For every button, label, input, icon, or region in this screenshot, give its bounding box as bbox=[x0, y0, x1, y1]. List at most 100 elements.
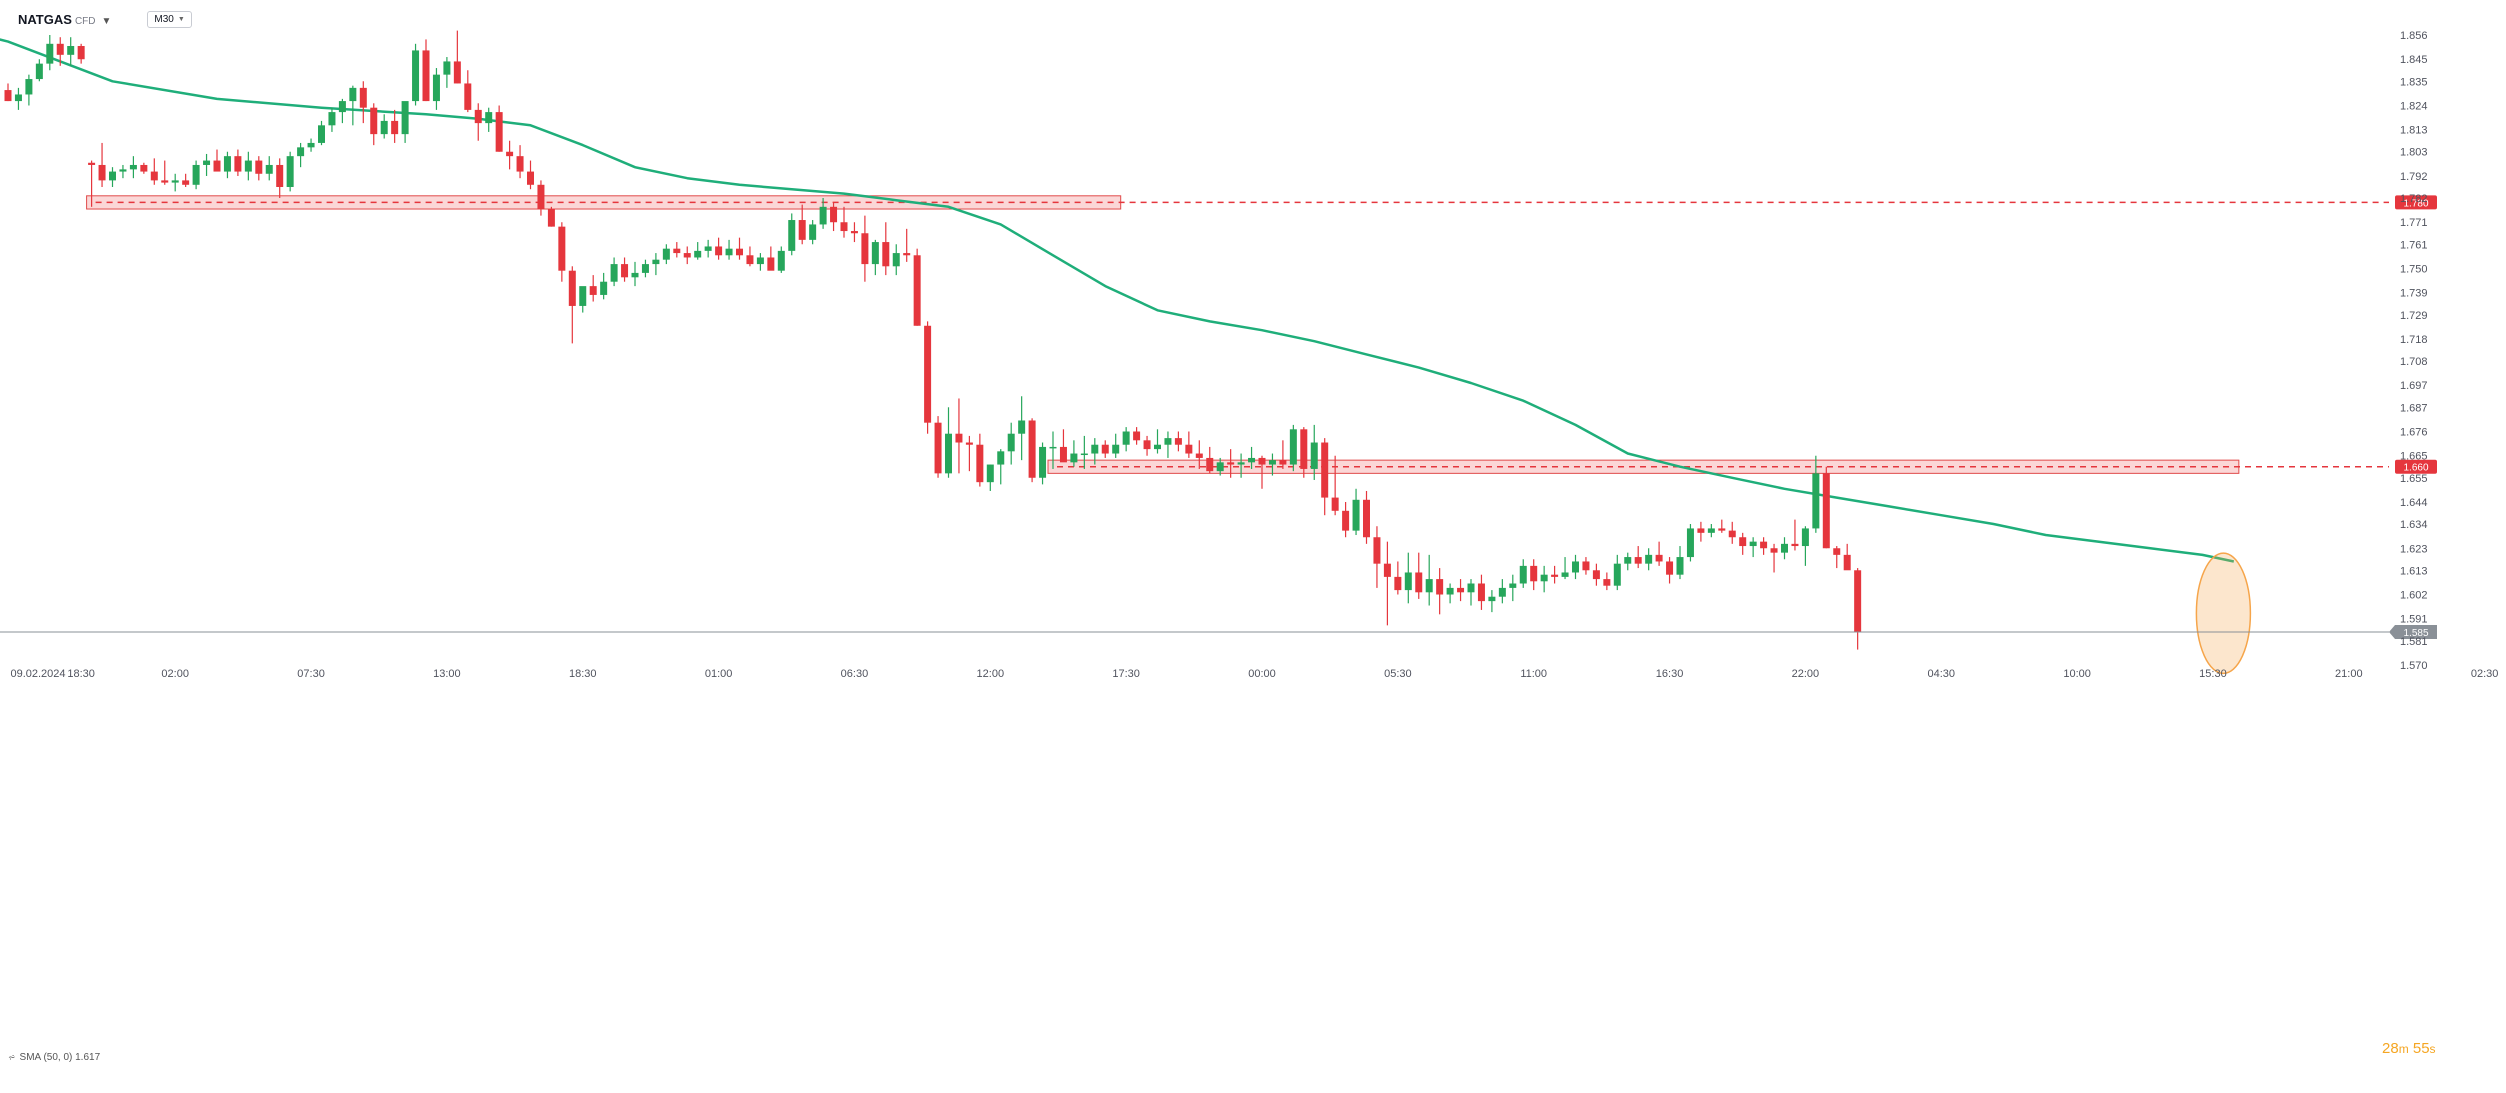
candle bbox=[997, 449, 1005, 485]
candle bbox=[746, 246, 754, 267]
candle-body bbox=[1509, 583, 1517, 588]
candle-body bbox=[610, 264, 618, 282]
x-tick-label: 09.02.2024 bbox=[10, 668, 65, 680]
candle bbox=[1551, 565, 1559, 584]
candle-body bbox=[641, 264, 649, 273]
candle bbox=[25, 74, 33, 106]
candle-body bbox=[307, 142, 315, 148]
y-tick-label: 1.687 bbox=[2400, 402, 2428, 414]
y-tick-label: 1.750 bbox=[2400, 263, 2428, 275]
candle bbox=[77, 43, 85, 64]
indicator-legend[interactable]: ⩫ SMA (50, 0) 1.617 bbox=[8, 1052, 100, 1063]
x-tick-label: 21:00 bbox=[2335, 668, 2363, 680]
candle bbox=[1185, 431, 1193, 458]
candle-body bbox=[380, 120, 388, 135]
symbol-selector[interactable]: NATGAS CFD ▼ bbox=[18, 12, 111, 27]
bar-countdown: 28m 55s bbox=[2382, 1040, 2436, 1057]
candle-body bbox=[850, 231, 858, 234]
candle-body bbox=[276, 164, 284, 187]
y-tick-label: 1.591 bbox=[2400, 614, 2428, 626]
candle-body bbox=[746, 255, 754, 265]
candle bbox=[474, 103, 482, 141]
candle-body bbox=[1781, 543, 1788, 553]
candle-body bbox=[830, 206, 838, 223]
y-tick-label: 1.835 bbox=[2400, 76, 2428, 88]
candles-layer bbox=[4, 30, 1862, 650]
candle-body bbox=[913, 255, 921, 326]
chart-toolbar: NATGAS CFD ▼ M30 ▼ bbox=[18, 8, 192, 30]
candle-body bbox=[1185, 444, 1193, 454]
time-axis: 09.02.2024 18:30 02:00 07:30 13:00 18:30 01:00… bbox=[10, 668, 2498, 680]
candle bbox=[1739, 532, 1747, 555]
candle-body bbox=[495, 112, 503, 152]
candle-body bbox=[809, 224, 817, 240]
y-tick-label: 1.771 bbox=[2400, 217, 2428, 229]
candle-body bbox=[568, 270, 576, 306]
candle-body bbox=[986, 464, 994, 483]
y-tick-label: 1.570 bbox=[2400, 660, 2428, 672]
candle bbox=[1289, 424, 1297, 472]
candle bbox=[882, 222, 890, 276]
candle bbox=[244, 151, 252, 181]
candle bbox=[1383, 541, 1391, 626]
candle-body bbox=[1519, 565, 1527, 584]
candle-body bbox=[1686, 528, 1694, 558]
y-tick-label: 1.644 bbox=[2400, 497, 2428, 509]
x-tick-label: 17:30 bbox=[1112, 668, 1140, 680]
candle-body bbox=[1352, 499, 1360, 531]
candle bbox=[589, 275, 597, 302]
candle bbox=[1394, 561, 1402, 595]
candle bbox=[1279, 440, 1287, 469]
candle-body bbox=[547, 209, 555, 227]
candle bbox=[537, 180, 545, 216]
x-tick-label: 22:00 bbox=[1792, 668, 1820, 680]
candle-body bbox=[1227, 462, 1235, 465]
candle-body bbox=[1216, 462, 1224, 472]
candle-body bbox=[464, 83, 472, 110]
y-tick-label: 1.708 bbox=[2400, 356, 2428, 368]
candle-body bbox=[119, 169, 127, 172]
candle-body bbox=[621, 264, 629, 278]
highlight-layer bbox=[2195, 552, 2252, 675]
candle-body bbox=[67, 46, 75, 55]
candle bbox=[913, 248, 921, 326]
candle-body bbox=[129, 164, 137, 170]
candle-body bbox=[255, 160, 263, 174]
candle-body bbox=[318, 125, 325, 143]
candle-body bbox=[192, 164, 200, 185]
y-tick-label: 1.792 bbox=[2400, 171, 2428, 183]
y-tick-label: 1.813 bbox=[2400, 125, 2428, 137]
candle bbox=[1080, 435, 1088, 469]
candle-body bbox=[328, 112, 336, 126]
candle-body bbox=[1634, 557, 1642, 564]
current-price-layer: 1.585 bbox=[0, 624, 2437, 639]
candle-body bbox=[704, 246, 712, 251]
candle-body bbox=[882, 242, 890, 267]
candle bbox=[788, 213, 796, 256]
levels-layer: 1.780 1.660 bbox=[95, 195, 2437, 474]
candle bbox=[1634, 546, 1642, 569]
candle bbox=[1404, 552, 1412, 604]
indicator-label: SMA (50, 0) 1.617 bbox=[19, 1052, 101, 1063]
y-tick-label: 1.623 bbox=[2400, 543, 2428, 555]
candle bbox=[1352, 488, 1360, 536]
candle-body bbox=[819, 206, 827, 225]
candle-body bbox=[1603, 579, 1611, 586]
candle-body bbox=[1049, 446, 1057, 449]
candle bbox=[1415, 552, 1423, 599]
candle-body bbox=[1091, 444, 1099, 454]
level-label: 1.780 bbox=[2403, 198, 2428, 209]
candle bbox=[1331, 455, 1339, 516]
candle bbox=[600, 272, 608, 300]
candle-body bbox=[694, 250, 702, 258]
candle bbox=[1509, 574, 1517, 602]
candle-body bbox=[1425, 579, 1433, 593]
y-tick-label: 1.602 bbox=[2400, 590, 2428, 602]
candle-body bbox=[662, 248, 670, 260]
candle bbox=[1342, 501, 1350, 538]
candle bbox=[506, 140, 514, 170]
timeframe-button[interactable]: M30 ▼ bbox=[147, 10, 192, 28]
candle bbox=[809, 220, 817, 245]
y-tick-label: 1.613 bbox=[2400, 565, 2428, 577]
